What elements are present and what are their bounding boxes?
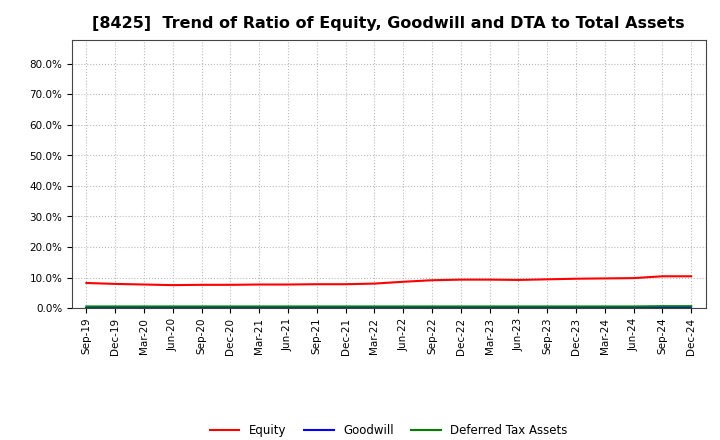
Equity [543,277,552,282]
Deferred Tax Assets [399,304,408,309]
Equity [428,278,436,283]
Deferred Tax Assets [140,304,148,309]
Equity [456,277,465,282]
Deferred Tax Assets [82,304,91,309]
Goodwill [312,305,321,311]
Deferred Tax Assets [168,304,177,309]
Deferred Tax Assets [111,304,120,309]
Deferred Tax Assets [312,304,321,309]
Equity [140,282,148,287]
Deferred Tax Assets [629,304,638,309]
Equity [226,282,235,287]
Goodwill [514,305,523,311]
Goodwill [226,305,235,311]
Deferred Tax Assets [687,304,696,309]
Equity [485,277,494,282]
Goodwill [111,305,120,311]
Deferred Tax Assets [456,304,465,309]
Goodwill [543,305,552,311]
Goodwill [399,305,408,311]
Goodwill [370,305,379,311]
Deferred Tax Assets [284,304,292,309]
Deferred Tax Assets [572,304,580,309]
Equity [255,282,264,287]
Equity [399,279,408,284]
Goodwill [629,305,638,311]
Goodwill [341,305,350,311]
Deferred Tax Assets [197,304,206,309]
Deferred Tax Assets [658,304,667,309]
Equity [629,275,638,281]
Goodwill [140,305,148,311]
Equity [111,281,120,286]
Equity [572,276,580,281]
Goodwill [687,305,696,311]
Goodwill [168,305,177,311]
Deferred Tax Assets [370,304,379,309]
Goodwill [485,305,494,311]
Goodwill [284,305,292,311]
Goodwill [255,305,264,311]
Title: [8425]  Trend of Ratio of Equity, Goodwill and DTA to Total Assets: [8425] Trend of Ratio of Equity, Goodwil… [92,16,685,32]
Equity [370,281,379,286]
Goodwill [658,305,667,311]
Deferred Tax Assets [514,304,523,309]
Goodwill [600,305,609,311]
Equity [82,280,91,286]
Equity [658,274,667,279]
Goodwill [428,305,436,311]
Goodwill [197,305,206,311]
Deferred Tax Assets [341,304,350,309]
Goodwill [456,305,465,311]
Deferred Tax Assets [255,304,264,309]
Goodwill [82,305,91,311]
Equity [514,277,523,282]
Line: Equity: Equity [86,276,691,285]
Deferred Tax Assets [226,304,235,309]
Equity [168,282,177,288]
Equity [197,282,206,287]
Equity [284,282,292,287]
Deferred Tax Assets [428,304,436,309]
Deferred Tax Assets [600,304,609,309]
Goodwill [572,305,580,311]
Deferred Tax Assets [485,304,494,309]
Equity [687,274,696,279]
Legend: Equity, Goodwill, Deferred Tax Assets: Equity, Goodwill, Deferred Tax Assets [205,419,572,440]
Deferred Tax Assets [543,304,552,309]
Equity [312,282,321,287]
Equity [341,282,350,287]
Equity [600,276,609,281]
